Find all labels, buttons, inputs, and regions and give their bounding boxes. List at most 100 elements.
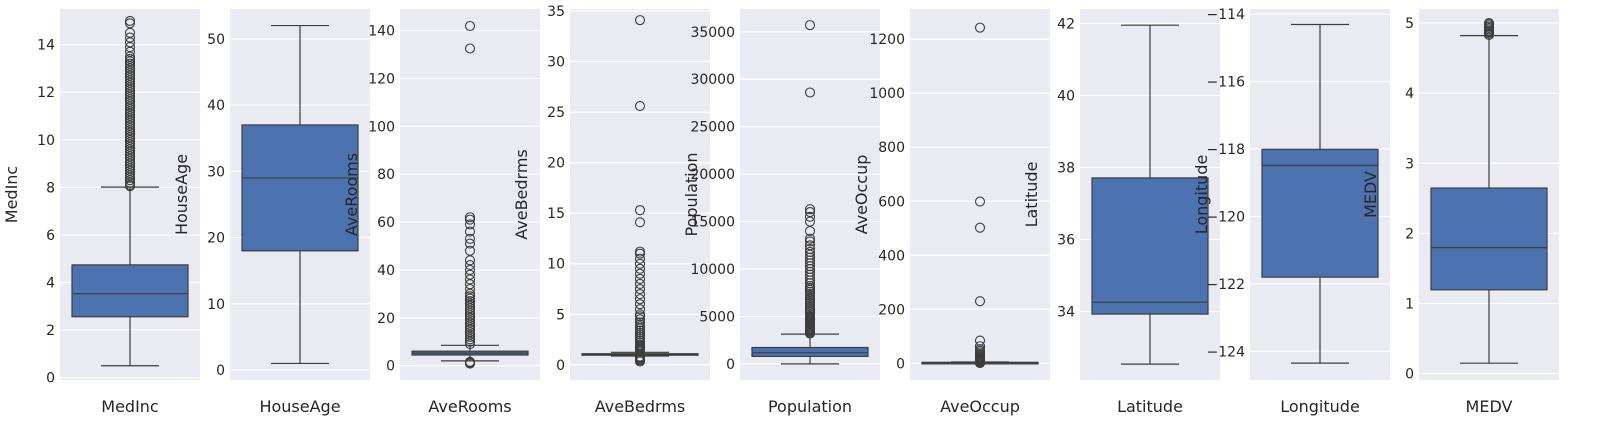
panel-2-y-tick-label: 120	[368, 71, 395, 87]
panel-8-box	[1430, 187, 1548, 291]
panel-1-y-tick-label: 50	[207, 32, 225, 48]
panel-0-y-tick-label: 14	[37, 38, 55, 54]
panel-4-outlier-point	[804, 207, 816, 218]
panel-6-y-label: Latitude	[1022, 162, 1041, 228]
panel-2-outlier-point	[464, 226, 476, 237]
panel-2-outlier-point	[464, 219, 476, 230]
panel-5-x-label: AveOccup	[940, 397, 1020, 416]
panel-2-outlier-point	[464, 20, 476, 32]
panel-0-y-tick-label: 0	[46, 371, 55, 387]
panel-3-y-tick-label: 20	[547, 156, 565, 172]
panel-4-outlier-point	[804, 240, 816, 251]
panel-2-outlier-point	[464, 336, 476, 347]
panel-5-y-tick-label: 0	[896, 356, 905, 372]
panel-6-y-tick-label: 40	[1057, 88, 1075, 104]
panel-2-outlier-point	[464, 324, 476, 335]
panel-3-outlier-point	[634, 100, 646, 112]
panel-7-y-tick-label: −116	[1207, 75, 1246, 91]
panel-0-outlier-point	[124, 53, 136, 64]
panel-0-outlier-point	[124, 15, 136, 26]
panel-5-y-tick-label: 800	[878, 140, 905, 156]
panel-2-outlier-point	[464, 310, 476, 321]
panel-2-outlier-point	[464, 260, 476, 271]
panel-1-y-tick-label: 10	[207, 297, 225, 313]
panel-0-outlier-point	[124, 58, 136, 69]
panel-4-outlier-point	[804, 246, 816, 257]
panel-3-outlier-point	[634, 246, 646, 257]
panel-8-y-tick-label: 1	[1405, 297, 1414, 313]
panel-0-y-tick-label: 8	[46, 180, 55, 196]
panel-7-y-label: Longitude	[1192, 155, 1211, 235]
panel-2-outlier-point	[464, 315, 476, 326]
panel-2-outlier-point	[464, 43, 476, 54]
panel-5-y-tick-label: 1200	[869, 32, 905, 48]
panel-3-y-label: AveBedrms	[512, 149, 531, 240]
panel-3-y-tick-label: 35	[547, 4, 565, 20]
panel-2-outlier-point	[464, 233, 476, 244]
panel-5-y-tick-label: 200	[878, 302, 905, 318]
panel-3-outlier-point	[634, 205, 646, 216]
panel-1-y-tick-label: 30	[207, 164, 225, 180]
panel-3-outlier-point	[634, 217, 646, 228]
panel-0-outlier-point	[124, 18, 136, 29]
panel-2-outlier-point	[464, 288, 476, 299]
panel-0-y-tick-label: 6	[46, 228, 55, 244]
panel-2-outlier-point	[464, 312, 476, 323]
panel-8-y-tick-label: 0	[1405, 367, 1414, 383]
panel-2-outlier-point	[464, 329, 476, 340]
panel-3-outlier-point	[634, 317, 646, 328]
panel-0-y-tick-label: 12	[37, 85, 55, 101]
panel-0-outlier-point	[124, 32, 136, 43]
panel-4-y-tick-label: 30000	[690, 72, 735, 88]
panel-5-outlier-point	[974, 196, 986, 207]
panel-6-box	[1091, 177, 1209, 315]
panel-0-y-tick-label: 2	[46, 323, 55, 339]
panel-6-x-label: Latitude	[1117, 397, 1183, 416]
panel-3-outlier-point	[634, 268, 646, 279]
panel-2-outlier-point	[464, 293, 476, 304]
panel-3-y-tick-label: 10	[547, 257, 565, 273]
panel-2-outlier-point	[464, 327, 476, 338]
panel-2-outlier-point	[464, 317, 476, 328]
panel-3-outlier-point	[634, 304, 646, 315]
panel-5-y-tick-label: 400	[878, 248, 905, 264]
panel-3-outlier-point	[634, 309, 646, 320]
panel-2-outlier-point	[464, 245, 476, 256]
panel-8-y-tick-label: 3	[1405, 156, 1414, 172]
panel-3-y-tick-label: 25	[547, 105, 565, 121]
panel-2-outlier-point	[464, 274, 476, 285]
panel-5-outlier-point	[974, 296, 986, 307]
panel-8-y-tick-label: 4	[1405, 86, 1414, 102]
panel-2-outlier-point	[464, 339, 476, 350]
panel-4-outlier-point	[804, 211, 816, 222]
panel-2-y-tick-label: 60	[377, 215, 395, 231]
panel-3-outlier-point	[634, 15, 646, 26]
panel-2-outlier-point	[464, 269, 476, 280]
panel-3-outlier-point	[634, 273, 646, 284]
panel-1-y-tick-label: 40	[207, 98, 225, 114]
panel-2-outlier-point	[464, 319, 476, 330]
panel-2-y-tick-label: 40	[377, 263, 395, 279]
panel-8-y-tick-label: 2	[1405, 226, 1414, 242]
panel-4-y-tick-label: 5000	[699, 309, 735, 325]
panel-3-outlier-point	[634, 314, 646, 325]
panel-3-outlier-point	[634, 299, 646, 310]
panel-1-y-tick-label: 0	[216, 363, 225, 379]
panel-4-outlier-point	[804, 204, 816, 215]
panel-0-y-tick-label: 4	[46, 275, 55, 291]
panel-7-box	[1261, 148, 1379, 278]
panel-2-y-tick-label: 0	[386, 359, 395, 375]
panel-5-outlier-point	[974, 335, 986, 346]
panel-4-y-tick-label: 20000	[690, 167, 735, 183]
panel-2-y-tick-label: 100	[368, 119, 395, 135]
panel-7-y-tick-label: −118	[1207, 142, 1245, 158]
panel-5-y-tick-label: 1000	[869, 86, 905, 102]
panel-4-y-tick-label: 35000	[690, 25, 735, 41]
panel-2-y-tick-label: 20	[377, 311, 395, 327]
panel-1-box	[241, 124, 359, 252]
panel-6-y-tick-label: 38	[1057, 160, 1075, 176]
panel-5-y-label: AveOccup	[852, 155, 871, 235]
panel-2-outlier-point	[464, 283, 476, 295]
panel-2-outlier-point	[464, 291, 476, 302]
